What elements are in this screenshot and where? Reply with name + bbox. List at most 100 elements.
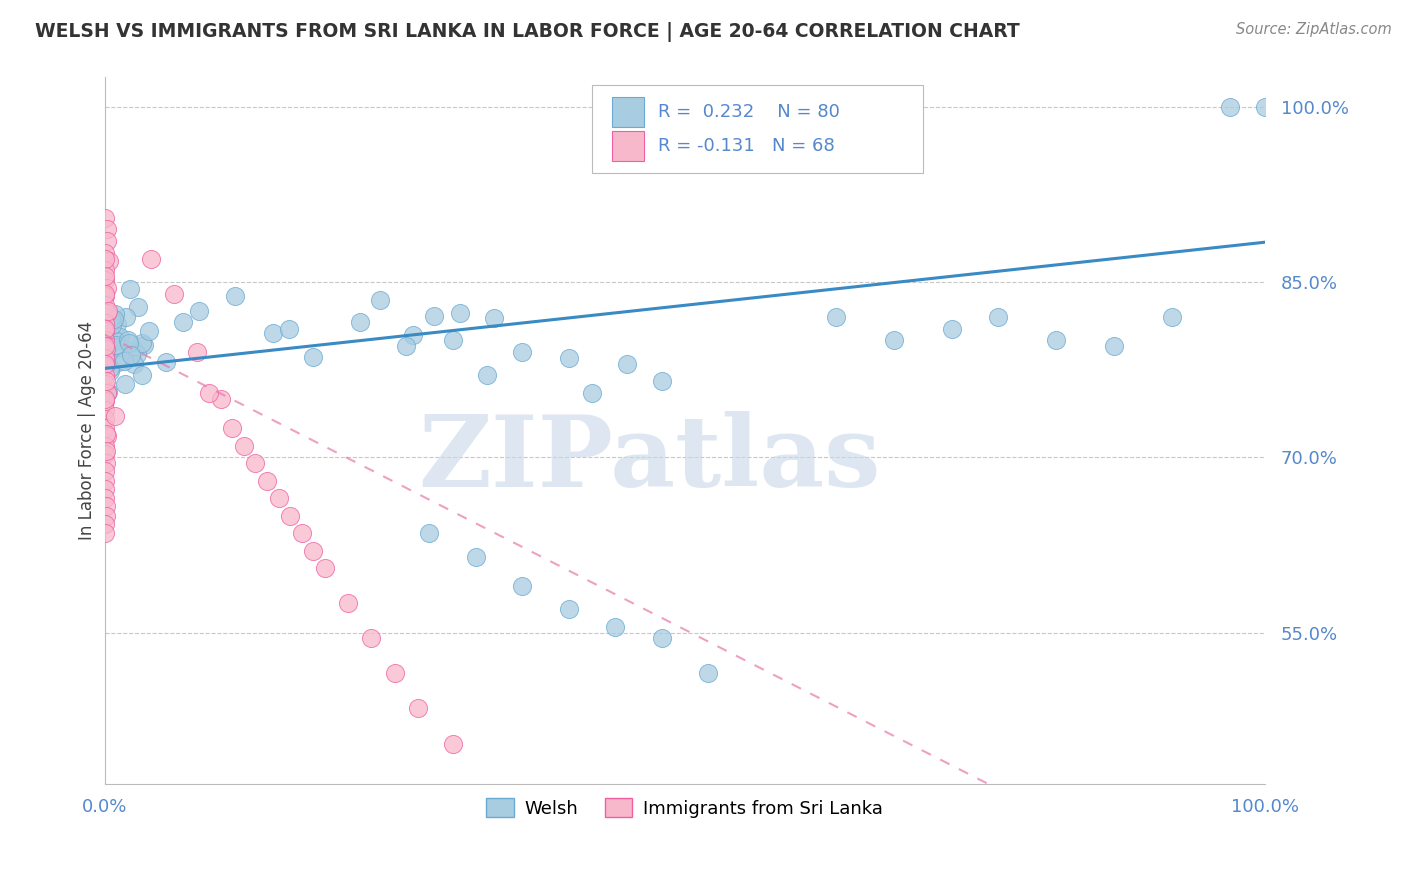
Point — [278, 508, 301, 523]
Point — [96, 386, 118, 401]
Point — [107, 340, 129, 354]
Point — [114, 377, 136, 392]
Point — [103, 307, 125, 321]
Point — [557, 351, 579, 365]
Point — [98, 364, 121, 378]
Point — [96, 234, 118, 248]
Point — [93, 357, 115, 371]
Point — [94, 211, 117, 225]
Point — [221, 421, 243, 435]
Text: ZIPatlas: ZIPatlas — [419, 410, 882, 508]
Point — [163, 286, 186, 301]
Point — [406, 701, 429, 715]
Point — [98, 360, 121, 375]
Point — [93, 411, 115, 425]
Point — [186, 345, 208, 359]
Text: R = -0.131   N = 68: R = -0.131 N = 68 — [658, 137, 835, 155]
Point — [94, 394, 117, 409]
Point — [441, 334, 464, 348]
FancyBboxPatch shape — [592, 85, 922, 173]
Point — [172, 315, 194, 329]
Point — [94, 474, 117, 488]
Point — [139, 252, 162, 266]
Point — [94, 508, 117, 523]
Point — [441, 737, 464, 751]
Point — [93, 392, 115, 406]
Point — [94, 348, 117, 362]
Point — [115, 310, 138, 324]
Point — [423, 309, 446, 323]
Point — [94, 342, 117, 356]
Point — [650, 632, 672, 646]
Point — [93, 376, 115, 391]
Point — [883, 334, 905, 348]
Point — [267, 491, 290, 505]
Point — [418, 526, 440, 541]
Point — [100, 311, 122, 326]
Point — [134, 337, 156, 351]
Point — [93, 526, 115, 541]
Point — [127, 300, 149, 314]
Point — [96, 500, 118, 514]
Point — [650, 374, 672, 388]
Point — [94, 289, 117, 303]
Point — [94, 444, 117, 458]
Point — [384, 666, 406, 681]
Point — [402, 328, 425, 343]
Point — [122, 358, 145, 372]
Point — [1102, 339, 1125, 353]
Point — [94, 352, 117, 367]
Point — [395, 339, 418, 353]
Point — [314, 561, 336, 575]
Point — [301, 350, 323, 364]
Point — [94, 263, 117, 277]
Point — [1254, 100, 1277, 114]
Point — [117, 333, 139, 347]
Point — [188, 304, 211, 318]
Point — [94, 343, 117, 357]
Point — [93, 464, 115, 478]
Point — [105, 334, 128, 348]
Point — [105, 338, 128, 352]
Point — [103, 312, 125, 326]
Point — [349, 314, 371, 328]
Point — [94, 252, 117, 266]
Point — [824, 310, 846, 324]
Point — [97, 384, 120, 399]
Point — [93, 245, 115, 260]
Point — [198, 386, 221, 401]
Point — [94, 482, 117, 496]
Point — [96, 384, 118, 399]
Point — [112, 354, 135, 368]
Point — [291, 526, 314, 541]
Point — [94, 339, 117, 353]
Point — [107, 355, 129, 369]
Point — [96, 429, 118, 443]
Point — [125, 347, 148, 361]
Point — [104, 409, 127, 424]
Point — [987, 310, 1010, 324]
Point — [360, 632, 382, 646]
Point — [93, 286, 115, 301]
Point — [118, 282, 141, 296]
Point — [93, 324, 115, 338]
Point — [93, 298, 115, 312]
Point — [110, 330, 132, 344]
Point — [94, 447, 117, 461]
Point — [941, 321, 963, 335]
Point — [477, 368, 499, 383]
Point — [224, 289, 246, 303]
Point — [245, 456, 267, 470]
Point — [124, 343, 146, 358]
Text: R =  0.232    N = 80: R = 0.232 N = 80 — [658, 103, 839, 121]
Point — [697, 666, 720, 681]
Point — [616, 357, 638, 371]
Point — [97, 304, 120, 318]
Point — [120, 348, 142, 362]
Point — [94, 272, 117, 286]
Point — [93, 269, 115, 284]
Point — [96, 281, 118, 295]
Point — [105, 317, 128, 331]
Point — [232, 438, 254, 452]
Point — [1219, 100, 1241, 114]
